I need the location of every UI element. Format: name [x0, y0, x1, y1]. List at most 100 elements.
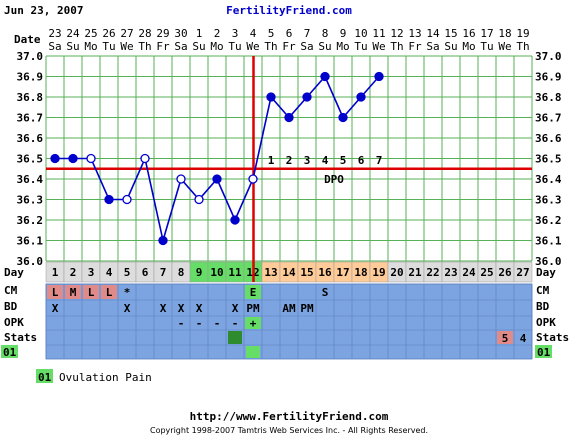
y-tick-label-right: 36.8 — [535, 91, 562, 104]
y-tick-label-right: 36.9 — [535, 71, 562, 84]
cm-fertile-cell — [245, 285, 261, 299]
bd-value: AM — [282, 302, 296, 315]
date-label: 13 — [408, 27, 421, 40]
legend-code: 01 — [38, 371, 52, 384]
day-number: 13 — [264, 266, 277, 279]
day-number: 19 — [372, 266, 385, 279]
temperature-point — [230, 215, 240, 225]
y-tick-label-right: 37.0 — [535, 50, 562, 63]
temperature-point — [374, 71, 384, 82]
bd-value: X — [196, 302, 203, 315]
stats-row-label-right: Stats — [536, 331, 569, 344]
date-label: 2 — [214, 27, 221, 40]
y-tick-label-right: 36.4 — [535, 173, 562, 186]
detail-row-bg — [46, 330, 532, 345]
day-row-label: Day — [4, 266, 24, 279]
bd-value: PM — [300, 302, 314, 315]
day-number: 9 — [196, 266, 203, 279]
day-number: 1 — [52, 266, 59, 279]
stats-value: 5 — [502, 332, 509, 345]
y-tick-label-left: 36.5 — [17, 153, 44, 166]
day-number: 23 — [444, 266, 457, 279]
weekday-label: Mo — [336, 40, 349, 53]
day-number: 22 — [426, 266, 439, 279]
date-label: 26 — [102, 27, 115, 40]
day-number: 7 — [160, 266, 167, 279]
date-label: 25 — [84, 27, 97, 40]
cm-highlight — [65, 285, 81, 299]
date-label: 11 — [372, 27, 385, 40]
y-tick-label-right: 36.2 — [535, 214, 562, 227]
weekday-label: We — [246, 40, 259, 53]
temperature-point — [158, 235, 168, 246]
bd-row-label: BD — [4, 300, 18, 313]
weekday-label: Mo — [210, 40, 223, 53]
date-label: 23 — [48, 27, 61, 40]
dpo-label: 3 — [304, 154, 311, 167]
footer-url: http://www.FertilityFriend.com — [190, 410, 389, 423]
site-name: FertilityFriend.com — [226, 4, 352, 17]
date-label: 28 — [138, 27, 151, 40]
y-tick-label-right: 36.1 — [535, 235, 562, 248]
temperature-point-open — [122, 194, 132, 205]
y-tick-label-right: 36.7 — [535, 112, 562, 125]
temperature-point-open — [176, 174, 186, 184]
date-label: 12 — [390, 27, 403, 40]
opk-value: + — [250, 317, 257, 330]
day-number: 5 — [124, 266, 131, 279]
opk-value: - — [214, 317, 221, 330]
cm-value: L — [52, 286, 59, 299]
dpo-label: 4 — [322, 154, 329, 167]
weekday-label: Mo — [84, 40, 97, 53]
detail-row-bg — [46, 345, 532, 359]
temperature-point-open — [194, 194, 204, 205]
weekday-label: Tu — [480, 40, 493, 53]
y-tick-label-left: 37.0 — [17, 50, 44, 63]
date-label: 7 — [304, 27, 311, 40]
code-row-label-right-bg — [535, 345, 552, 358]
cm-value: S — [322, 286, 329, 299]
legend-code-bg — [36, 369, 53, 383]
dpo-label: 1 — [268, 154, 275, 167]
dpo-label: 5 — [340, 154, 347, 167]
weekday-label: Su — [318, 40, 331, 53]
bd-value: X — [52, 302, 59, 315]
weekday-label: Th — [390, 40, 403, 53]
weekday-label: Fr — [156, 40, 170, 53]
weekday-label: Tu — [354, 40, 367, 53]
date-label: 8 — [322, 27, 329, 40]
y-tick-label-right: 36.3 — [535, 194, 562, 207]
weekday-label: Su — [192, 40, 205, 53]
temperature-point-open — [86, 153, 96, 164]
date-label: 19 — [516, 27, 529, 40]
y-tick-label-right: 36.0 — [535, 255, 562, 268]
cm-value: L — [106, 286, 113, 299]
weekday-label: Mo — [462, 40, 475, 53]
footer-copyright: Copyright 1998-2007 Tamtris Web Services… — [150, 426, 428, 435]
day-number: 20 — [390, 266, 403, 279]
day-number: 11 — [228, 266, 242, 279]
date-label: 10 — [354, 27, 367, 40]
chart-marks: 36.0 36.0 36.1 36.1 36.2 36.2 36.3 36.3 36.4 36.4… — [17, 27, 562, 360]
weekday-label: Tu — [228, 40, 241, 53]
day-number: 26 — [498, 266, 512, 279]
y-tick-label-left: 36.7 — [17, 112, 44, 125]
date-label: 27 — [120, 27, 133, 40]
detail-rows-border — [45, 283, 533, 360]
day-number: 16 — [318, 266, 332, 279]
cm-row-label-right: CM — [536, 284, 550, 297]
y-tick-label-left: 36.9 — [17, 71, 44, 84]
detail-row-bg — [46, 316, 532, 330]
cm-value: E — [250, 286, 257, 299]
date-label: 4 — [250, 27, 257, 40]
day-number: 27 — [516, 266, 529, 279]
y-tick-label-right: 36.6 — [535, 132, 562, 145]
code-row-label-bg — [1, 345, 18, 358]
date-label: 3 — [232, 27, 239, 40]
day-number: 21 — [408, 266, 422, 279]
code-mark — [246, 346, 260, 358]
weekday-label: Sa — [48, 40, 61, 53]
day-number: 25 — [480, 266, 493, 279]
opk-row-label-right: OPK — [536, 316, 556, 329]
code-row-label-right: 01 — [537, 346, 551, 359]
